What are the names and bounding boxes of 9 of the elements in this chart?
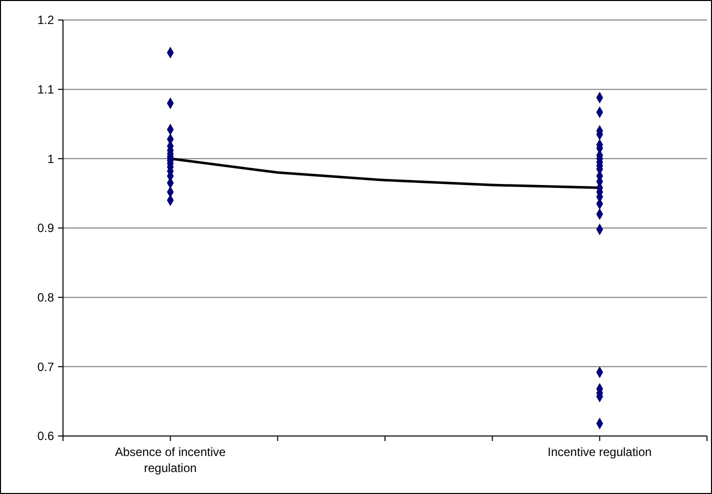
y-tick-label: 0.7 bbox=[37, 360, 54, 374]
y-tick-label: 1.1 bbox=[37, 82, 54, 97]
y-tick-label: 0.6 bbox=[37, 429, 54, 444]
y-tick-label: 0.9 bbox=[37, 221, 54, 236]
x-tick-label: Absence of incentive regulation bbox=[114, 445, 226, 475]
y-tick-label: 1 bbox=[47, 152, 54, 166]
y-tick-label: 1.2 bbox=[37, 13, 54, 28]
y-tick-label: 0.8 bbox=[37, 290, 54, 305]
x-tick-label: Incentive regulation bbox=[548, 445, 652, 459]
